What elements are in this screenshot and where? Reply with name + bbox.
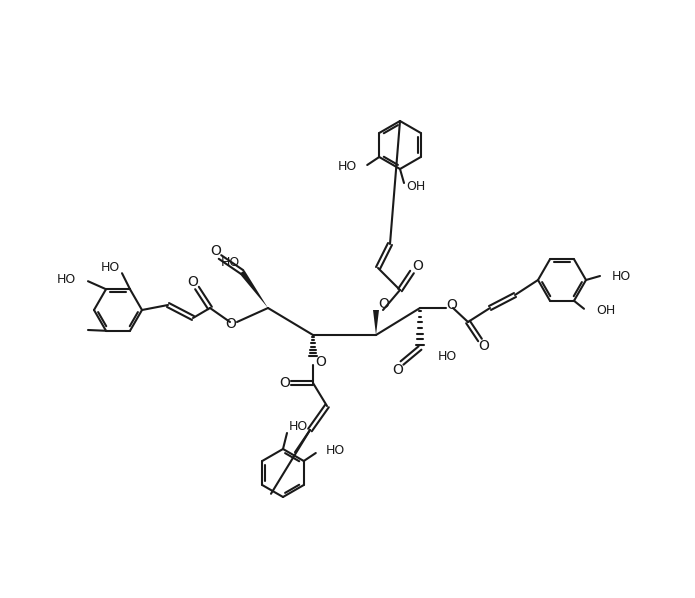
Text: O: O (479, 339, 489, 353)
Text: O: O (188, 275, 199, 289)
Text: HO: HO (57, 273, 76, 286)
Text: O: O (447, 298, 457, 312)
Text: HO: HO (221, 255, 240, 269)
Text: OH: OH (406, 181, 425, 194)
Text: O: O (316, 355, 327, 369)
Text: OH: OH (596, 304, 615, 318)
Text: O: O (379, 297, 389, 311)
Polygon shape (373, 310, 379, 335)
Text: O: O (226, 317, 236, 331)
Text: HO: HO (338, 160, 357, 173)
Text: HO: HO (101, 261, 120, 274)
Text: O: O (413, 259, 423, 273)
Text: HO: HO (326, 444, 345, 457)
Polygon shape (240, 270, 268, 308)
Text: HO: HO (438, 349, 457, 362)
Text: O: O (393, 363, 403, 377)
Text: O: O (279, 376, 291, 390)
Text: O: O (211, 244, 222, 258)
Text: HO: HO (289, 420, 309, 434)
Text: HO: HO (612, 270, 631, 282)
